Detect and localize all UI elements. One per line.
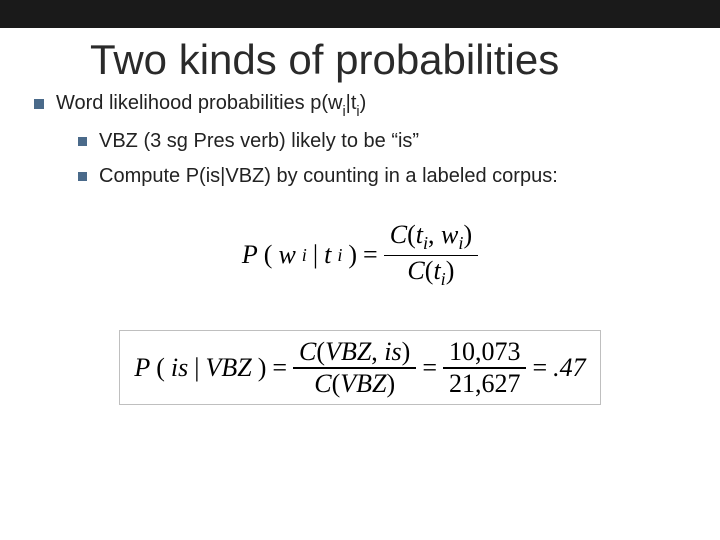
f2-bar: | [194,353,199,383]
f1-w: w [278,240,295,270]
f2-vbz: VBZ [205,353,251,383]
f1-denominator: C(ti) [401,256,460,290]
top-bar [0,0,720,28]
formula-area: P(wi|ti) = C(ti, wi) C(ti) P(is|VBZ) = C… [20,220,700,405]
f1-wi: i [302,245,307,266]
f2-open: ( [156,353,165,383]
bullet-level2-a: VBZ (3 sg Pres verb) likely to be “is” [78,128,700,155]
slide-title: Two kinds of probabilities [90,36,700,84]
f2-close: ) [258,353,267,383]
f2-eq3: = [532,353,547,383]
bullet-text-l2a: VBZ (3 sg Pres verb) likely to be “is” [99,128,419,155]
f2-d1close: ) [386,369,395,398]
f2-frac2: 10,073 21,627 [443,337,527,398]
f1-P: P [242,240,258,270]
f1-ncomma: , [428,220,435,249]
f1-nt: t [416,220,423,249]
f1-dC: C [407,256,424,285]
l1-mid: |t [346,92,357,114]
f1-close: ) [348,240,357,270]
l1-sub1: i [342,104,345,120]
f2-num2: 10,073 [443,337,527,367]
bullet-level2-b: Compute P(is|VBZ) by counting in a label… [78,163,700,190]
f2-n1close: ) [402,337,411,366]
f2-n1a: VBZ [325,337,371,366]
f2-n1C: C [299,337,316,366]
f2-den2: 21,627 [443,369,527,399]
bullet-text-l2b: Compute P(is|VBZ) by counting in a label… [99,163,558,190]
f1-t: t [324,240,331,270]
f1-dt: t [433,256,440,285]
formula-1: P(wi|ti) = C(ti, wi) C(ti) [242,220,478,290]
l1-sub2: i [356,104,359,120]
f1-open: ( [264,240,273,270]
f2-d1C: C [314,369,331,398]
l1-prefix: Word likelihood probabilities p(w [56,92,342,114]
f1-nw: w [441,220,458,249]
f2-n1open: ( [316,337,325,366]
f2-den1: C(VBZ) [308,369,401,399]
slide-content: Two kinds of probabilities Word likeliho… [0,36,720,405]
f1-nC: C [390,220,407,249]
bullet-icon [78,137,87,146]
f1-dclose: ) [446,256,455,285]
f2-P: P [134,353,150,383]
f2-is: is [171,353,188,383]
f2-n1comma: , [371,337,378,366]
f1-ti: i [337,245,342,266]
f1-nopen: ( [407,220,416,249]
formula-2: P(is|VBZ) = C(VBZ, is) C(VBZ) = 10,073 2… [134,337,585,398]
f1-eq: = [363,240,378,270]
f1-fraction: C(ti, wi) C(ti) [384,220,478,290]
f1-numerator: C(ti, wi) [384,220,478,254]
f2-frac1: C(VBZ, is) C(VBZ) [293,337,416,398]
f1-nclose: ) [463,220,472,249]
f2-eq2: = [422,353,437,383]
bullet-level1: Word likelihood probabilities p(wi|ti) [34,90,700,120]
bullet-text-l1: Word likelihood probabilities p(wi|ti) [56,90,366,120]
f2-result: .47 [553,353,586,383]
l1-suffix: ) [360,92,367,114]
f1-bar: | [313,240,318,270]
f2-d1a: VBZ [340,369,386,398]
bullet-icon [78,172,87,181]
bullet-icon [34,99,44,109]
f2-num1: C(VBZ, is) [293,337,416,367]
f2-n1b: is [384,337,401,366]
f2-d1open: ( [332,369,341,398]
formula-2-box: P(is|VBZ) = C(VBZ, is) C(VBZ) = 10,073 2… [119,330,600,405]
f2-eq1: = [272,353,287,383]
